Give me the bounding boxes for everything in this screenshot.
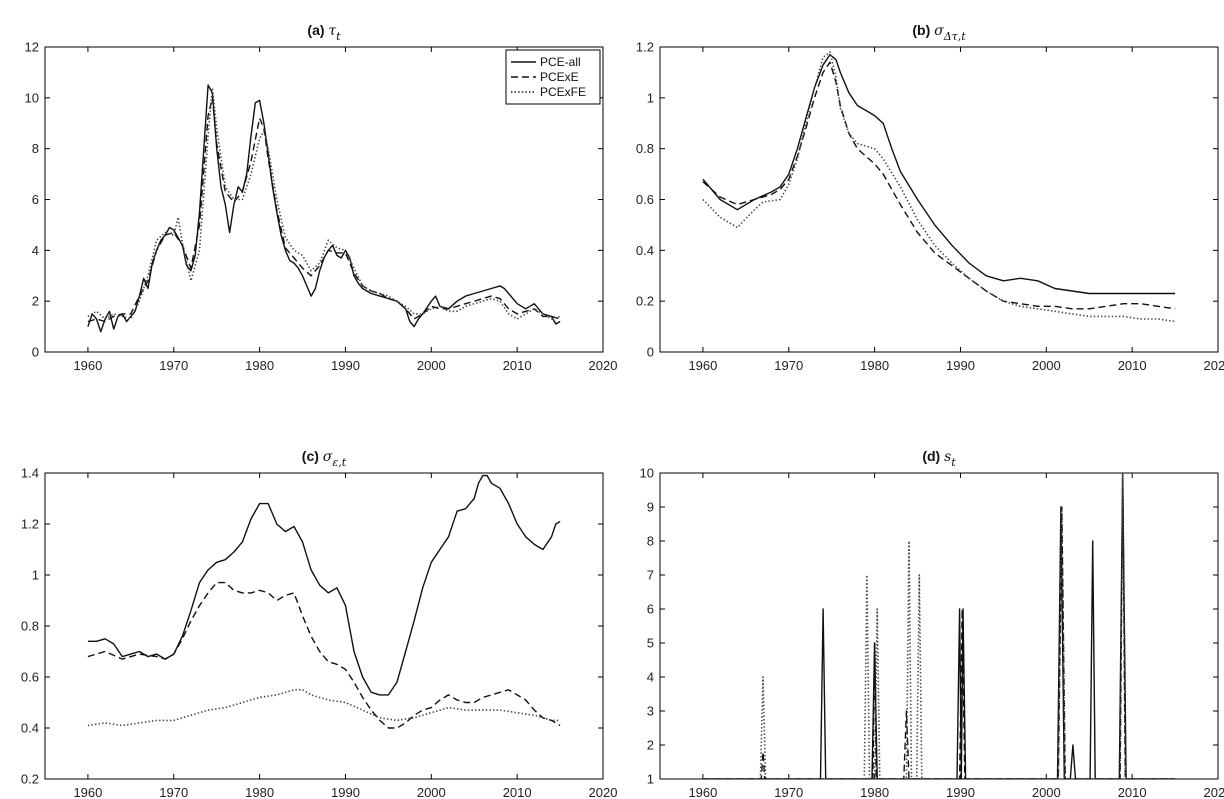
y-tick-label: 12 xyxy=(25,40,39,55)
x-tick-label: 1970 xyxy=(774,785,803,799)
x-tick-label: 1990 xyxy=(946,358,975,373)
y-tick-label: 6 xyxy=(647,602,654,617)
y-tick-label: 0 xyxy=(32,345,39,360)
y-tick-label: 4 xyxy=(32,243,39,258)
series-line-pcexe xyxy=(702,61,1176,310)
y-tick-label: 6 xyxy=(32,192,39,207)
series-line-pcexfe xyxy=(87,86,561,320)
y-tick-label: 4 xyxy=(647,670,654,685)
y-tick-label: 0.4 xyxy=(636,243,654,258)
legend-entry: PCExE xyxy=(540,70,579,84)
series-line-pcexe xyxy=(87,581,561,729)
x-tick-label: 2000 xyxy=(417,358,446,373)
x-tick-label: 1980 xyxy=(245,785,274,799)
series-line-pce-all xyxy=(702,473,1176,779)
y-tick-label: 9 xyxy=(647,500,654,515)
x-tick-label: 1990 xyxy=(331,785,360,799)
series-line-pce-all xyxy=(87,84,561,333)
y-tick-label: 1 xyxy=(647,90,654,105)
series-line-pcexfe xyxy=(702,473,1176,779)
y-tick-label: 10 xyxy=(25,90,39,105)
x-tick-label: 1960 xyxy=(688,785,717,799)
x-tick-label: 2000 xyxy=(417,785,446,799)
series-line-pcexfe xyxy=(702,51,1176,323)
series-line-pce-all xyxy=(702,53,1176,295)
panel-b: 1960 1970 1980 1990 2000 2010 2020 0 0.2 0.4 0.6 0.… xyxy=(636,22,1224,373)
y-tick-label: 0.4 xyxy=(21,721,39,736)
x-tick-label: 2020 xyxy=(1204,785,1224,799)
x-tick-label: 2010 xyxy=(1118,785,1147,799)
x-tick-label: 1980 xyxy=(860,785,889,799)
y-tick-label: 1 xyxy=(32,568,39,583)
x-tick-label: 2020 xyxy=(1204,358,1224,373)
y-tick-label: 10 xyxy=(640,466,654,481)
panel-a: 1960 1970 1980 1990 2000 2010 2020 0 2 4 6 8 10 12 (a)… xyxy=(25,22,618,373)
y-tick-label: 0.2 xyxy=(21,772,39,787)
x-tick-label: 1990 xyxy=(331,358,360,373)
x-tick-label: 2010 xyxy=(1118,358,1147,373)
y-tick-label: 1.2 xyxy=(636,40,654,55)
panel-d: 1960 1970 1980 1990 2000 2010 2020 1 2 3 4 5 6 7 8 9 10 (… xyxy=(640,448,1224,799)
panel-title: (a) τt xyxy=(307,22,341,43)
x-tick-label: 1980 xyxy=(245,358,274,373)
y-tick-label: 8 xyxy=(32,141,39,156)
series-line-pcexe xyxy=(702,473,1176,779)
x-tick-label: 2010 xyxy=(503,785,532,799)
x-tick-label: 2020 xyxy=(589,785,618,799)
y-tick-label: 2 xyxy=(32,294,39,309)
panel-title: (c) σε,t xyxy=(302,448,347,469)
x-tick-label: 2010 xyxy=(503,358,532,373)
series-line-pcexfe xyxy=(87,689,561,727)
panel-c: 1960 1970 1980 1990 2000 2010 2020 0.2 0.4 0.6 0.8… xyxy=(21,448,618,799)
x-tick-label: 1970 xyxy=(159,358,188,373)
x-tick-label: 1970 xyxy=(159,785,188,799)
y-tick-label: 7 xyxy=(647,568,654,583)
y-tick-label: 5 xyxy=(647,636,654,651)
x-tick-label: 2000 xyxy=(1032,785,1061,799)
x-tick-label: 1960 xyxy=(73,785,102,799)
series-line-pce-all xyxy=(87,474,561,696)
y-tick-label: 0.6 xyxy=(636,192,654,207)
legend-box xyxy=(505,49,601,105)
x-tick-label: 1980 xyxy=(860,358,889,373)
y-tick-label: 0 xyxy=(647,345,654,360)
legend-entry: PCExFE xyxy=(540,85,586,99)
y-tick-label: 0.8 xyxy=(636,141,654,156)
plot-frame xyxy=(659,472,1219,780)
x-tick-label: 1960 xyxy=(688,358,717,373)
y-tick-label: 3 xyxy=(647,704,654,719)
panel-title: (d) st xyxy=(922,448,956,469)
x-tick-label: 1970 xyxy=(774,358,803,373)
y-tick-label: 2 xyxy=(647,738,654,753)
y-tick-label: 8 xyxy=(647,534,654,549)
legend-entry: PCE-all xyxy=(540,55,581,69)
x-tick-label: 2020 xyxy=(589,358,618,373)
x-tick-label: 1990 xyxy=(946,785,975,799)
y-tick-label: 1 xyxy=(647,772,654,787)
plot-frame xyxy=(659,46,1219,353)
y-tick-label: 0.8 xyxy=(21,619,39,634)
y-tick-label: 0.2 xyxy=(636,294,654,309)
series-line-pcexe xyxy=(87,97,561,323)
plot-frame xyxy=(44,472,604,780)
y-tick-label: 0.6 xyxy=(21,670,39,685)
y-tick-label: 1.2 xyxy=(21,517,39,532)
y-tick-label: 1.4 xyxy=(21,466,39,481)
x-tick-label: 1960 xyxy=(73,358,102,373)
panel-title: (b) σΔτ,t xyxy=(912,22,966,43)
x-tick-label: 2000 xyxy=(1032,358,1061,373)
